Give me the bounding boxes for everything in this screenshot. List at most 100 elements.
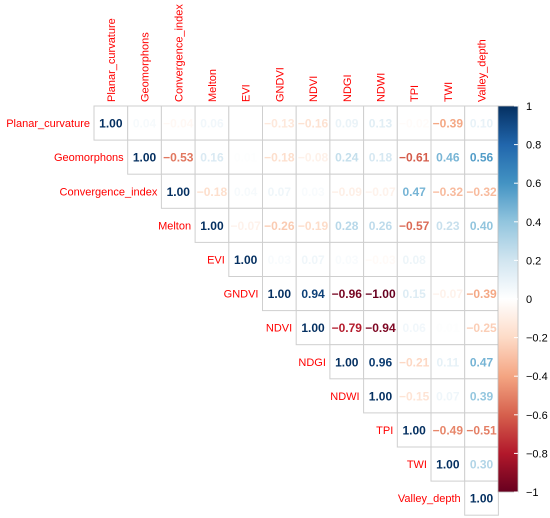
cell-value-label: 0.13: [369, 117, 393, 131]
cell-value-label: 0.30: [470, 458, 494, 472]
cell-value-label: −0.15: [399, 389, 430, 403]
matrix-cell: [93, 105, 129, 141]
cell-value-label: 0.07: [436, 389, 460, 403]
cell-value-label: −0.19: [298, 219, 329, 233]
cell-value-label: 0.03: [268, 253, 292, 267]
cell-value-label: 0.08: [402, 253, 426, 267]
cell-value-label: 0.10: [470, 117, 494, 131]
cell-value-label: −0.07: [365, 185, 396, 199]
matrix-cell: [464, 139, 499, 175]
matrix-cell: [464, 207, 499, 243]
column-label: TWI: [443, 82, 455, 102]
cell-value-label: 0.47: [470, 355, 494, 369]
cell-value-label: 0.03: [301, 185, 325, 199]
colorbar-tick-label: −0.2: [526, 333, 548, 345]
cell-value-label: 0.07: [268, 185, 292, 199]
cell-value-label: −0.26: [264, 219, 295, 233]
cell-value-label: 0.01: [234, 151, 258, 165]
matrix-cell: [329, 139, 365, 175]
matrix-cell: [262, 276, 297, 312]
matrix-cell: [396, 139, 432, 175]
matrix-cell: [329, 173, 365, 209]
matrix-cell: [295, 241, 331, 277]
matrix-cell: [262, 207, 297, 243]
cell-value-label: 0.56: [470, 151, 494, 165]
cell-value-label: 0.40: [470, 219, 494, 233]
matrix-cell: [262, 139, 297, 175]
matrix-cell: [363, 276, 398, 312]
cell-value-label: 1.00: [234, 253, 258, 267]
matrix-cell: [329, 344, 365, 380]
column-label: Convergence_index: [173, 4, 185, 102]
cell-value-label: 1.00: [268, 287, 292, 301]
colorbar-tick-label: 1: [526, 101, 532, 113]
matrix-cell: [430, 241, 466, 277]
matrix-cell: [363, 241, 398, 277]
column-label: Valley_depth: [477, 39, 489, 102]
row-label: NDVI: [266, 323, 292, 335]
cell-value-label: 1.00: [470, 492, 494, 506]
column-label: Melton: [207, 69, 219, 102]
cell-value-label: 0.18: [369, 151, 393, 165]
colorbar-tick-label: 0.2: [526, 255, 541, 267]
cell-value-label: 0.11: [436, 355, 459, 369]
colorbar-tick-label: 0.8: [526, 140, 541, 152]
cell-value-label: −0.08: [298, 151, 329, 165]
cell-value-label: 0.07: [301, 253, 325, 267]
cell-value-label: −0.25: [466, 321, 497, 335]
row-label: TPI: [376, 425, 393, 437]
cell-value-label: −0.94: [365, 321, 396, 335]
matrix-cell: [329, 276, 365, 312]
cell-value-label: −0.32: [466, 185, 497, 199]
row-label: GNDVI: [224, 289, 259, 301]
matrix-cell: [295, 139, 331, 175]
cell-value-label: −0.21: [399, 355, 430, 369]
cell-value-label: 0.94: [301, 287, 325, 301]
cell-value-label: 1.00: [301, 321, 325, 335]
cell-value-label: 0.46: [436, 151, 460, 165]
cell-value-label: 1.00: [200, 219, 224, 233]
cell-value-label: 0.24: [335, 151, 359, 165]
matrix-cell: [194, 207, 230, 243]
cell-value-label: 0.03: [335, 253, 359, 267]
cell-value-label: 0.00: [436, 253, 460, 267]
cell-value-label: −0.03: [365, 253, 396, 267]
cell-value-label: 1.00: [335, 355, 359, 369]
matrix-cell: [160, 139, 196, 175]
cell-value-label: 1.00: [369, 389, 393, 403]
cell-value-label: −0.39: [433, 117, 464, 131]
cell-value-label: −0.07: [433, 287, 464, 301]
matrix-cell: [396, 105, 432, 141]
cell-value-label: −1.00: [365, 287, 396, 301]
cell-value-label: 0.06: [200, 117, 224, 131]
matrix-cell: [396, 173, 432, 209]
matrix-cell: [295, 207, 331, 243]
cell-value-label: −0.53: [163, 151, 194, 165]
matrix-cell: [363, 139, 398, 175]
cell-value-label: −0.51: [466, 423, 497, 437]
colorbar-tick-label: 0: [526, 294, 532, 306]
matrix-cell: [464, 378, 499, 414]
cell-value-label: 1.00: [436, 458, 460, 472]
cell-value-label: 0.01: [436, 321, 460, 335]
cell-value-label: −0.39: [466, 287, 497, 301]
matrix-cell: [396, 276, 432, 312]
cell-value-label: −0.49: [433, 423, 464, 437]
column-label: EVI: [241, 84, 253, 102]
cell-value-label: −0.32: [433, 185, 464, 199]
cell-value-label: 1.00: [99, 117, 123, 131]
column-label: Geomorphons: [140, 32, 152, 102]
matrix-cell: [430, 344, 466, 380]
colorbar-tick-label: −1: [526, 487, 539, 499]
row-label: Planar_curvature: [6, 118, 90, 130]
row-label: Melton: [158, 220, 191, 232]
cell-value-label: 0.04: [234, 185, 258, 199]
column-label: TPI: [409, 85, 421, 102]
cell-value-label: 1.00: [133, 151, 157, 165]
matrix-cell: [396, 241, 432, 277]
colorbar-tick-label: 0.4: [526, 217, 541, 229]
matrix-cell: [127, 105, 162, 141]
cell-value-label: −0.96: [332, 287, 363, 301]
cell-value-label: 0.47: [402, 185, 426, 199]
